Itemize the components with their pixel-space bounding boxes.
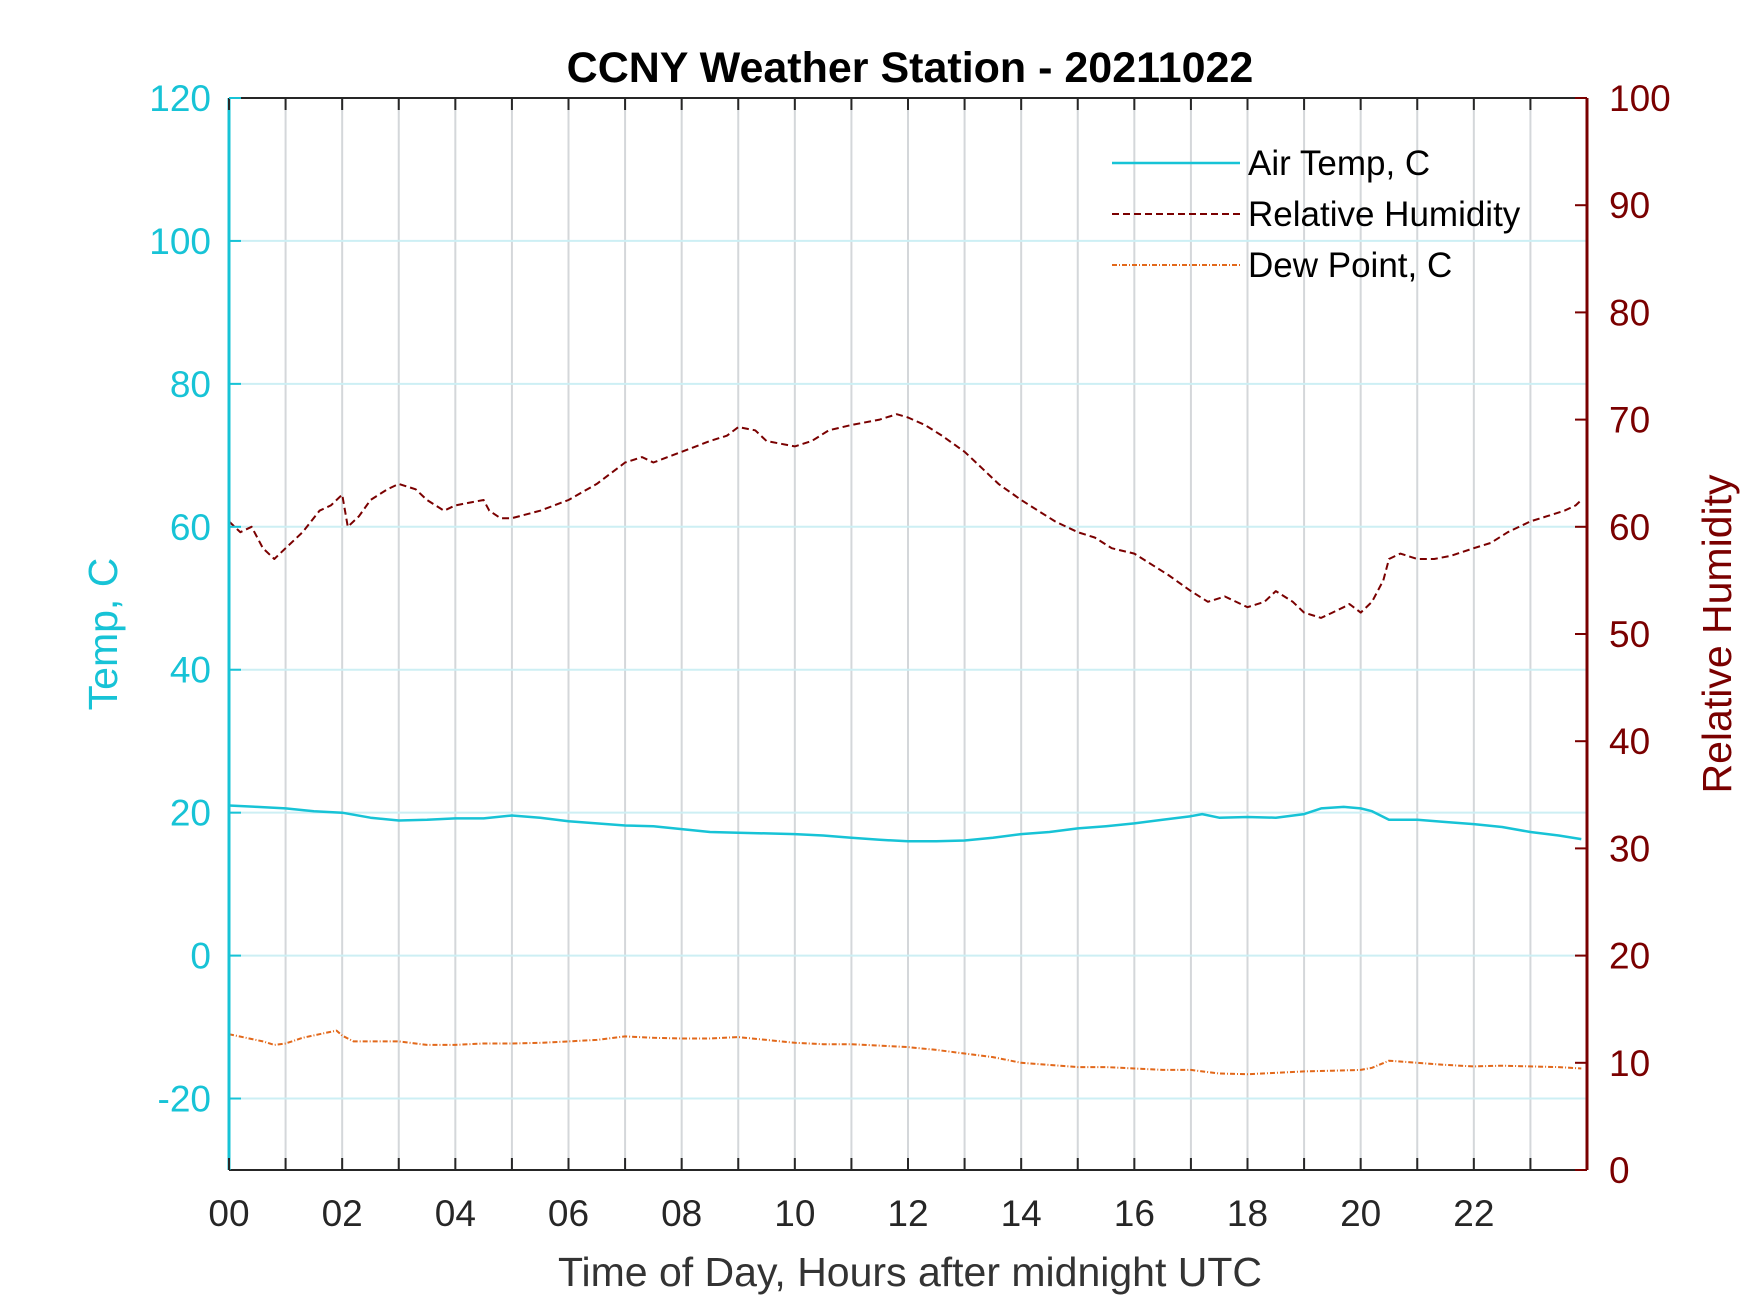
x-tick-label: 22	[1453, 1193, 1494, 1234]
x-tick-label: 04	[435, 1193, 476, 1234]
series-line-0	[228, 804, 1582, 843]
y-left-tick-label: 100	[149, 221, 211, 262]
chart-title: CCNY Weather Station - 20211022	[567, 44, 1254, 92]
legend-label-1: Relative Humidity	[1248, 195, 1521, 234]
y-right-tick-label: 50	[1609, 614, 1650, 655]
x-axis-label: Time of Day, Hours after midnight UTC	[558, 1249, 1262, 1295]
series-line-1	[228, 413, 1582, 619]
y-left-tick-label: 120	[149, 78, 211, 119]
x-tick-label: 08	[661, 1193, 702, 1234]
axes: 00 02 04 06 08 10 12 14 16 18 20 22-200204060801001…	[149, 78, 1670, 1234]
legend: Air Temp, C Relative Humidity Dew Point, C	[1112, 144, 1521, 285]
y-axis-left-label: Temp, C	[80, 558, 126, 711]
x-tick-label: 02	[322, 1193, 363, 1234]
legend-label-0: Air Temp, C	[1248, 144, 1430, 183]
y-right-tick-label: 60	[1609, 507, 1650, 548]
x-tick-label: 12	[887, 1193, 928, 1234]
y-right-tick-label: 10	[1609, 1043, 1650, 1084]
x-tick-label: 06	[548, 1193, 589, 1234]
y-right-tick-label: 30	[1609, 828, 1650, 869]
x-tick-label: 14	[1001, 1193, 1042, 1234]
x-tick-label: 20	[1340, 1193, 1381, 1234]
y-left-tick-label: 20	[170, 793, 211, 834]
x-tick-label: 16	[1114, 1193, 1155, 1234]
x-tick-label: 10	[774, 1193, 815, 1234]
series-line-2	[228, 1029, 1582, 1076]
y-left-tick-label: 80	[170, 364, 211, 405]
y-right-tick-label: 20	[1609, 936, 1650, 977]
y-left-tick-label: 40	[170, 650, 211, 691]
y-right-tick-label: 70	[1609, 400, 1650, 441]
x-tick-label: 18	[1227, 1193, 1268, 1234]
y-right-tick-label: 0	[1609, 1150, 1630, 1191]
y-axis-right-label: Relative Humidity	[1694, 474, 1740, 793]
y-right-tick-label: 80	[1609, 292, 1650, 333]
y-left-tick-label: 60	[170, 507, 211, 548]
y-left-tick-label: -20	[158, 1079, 211, 1120]
data-series	[228, 413, 1582, 1076]
grid-lines	[229, 98, 1587, 1170]
legend-label-2: Dew Point, C	[1248, 246, 1452, 285]
x-tick-label: 00	[208, 1193, 249, 1234]
y-left-tick-label: 0	[190, 936, 211, 977]
y-right-tick-label: 40	[1609, 721, 1650, 762]
y-right-tick-label: 90	[1609, 185, 1650, 226]
y-right-tick-label: 100	[1609, 78, 1671, 119]
